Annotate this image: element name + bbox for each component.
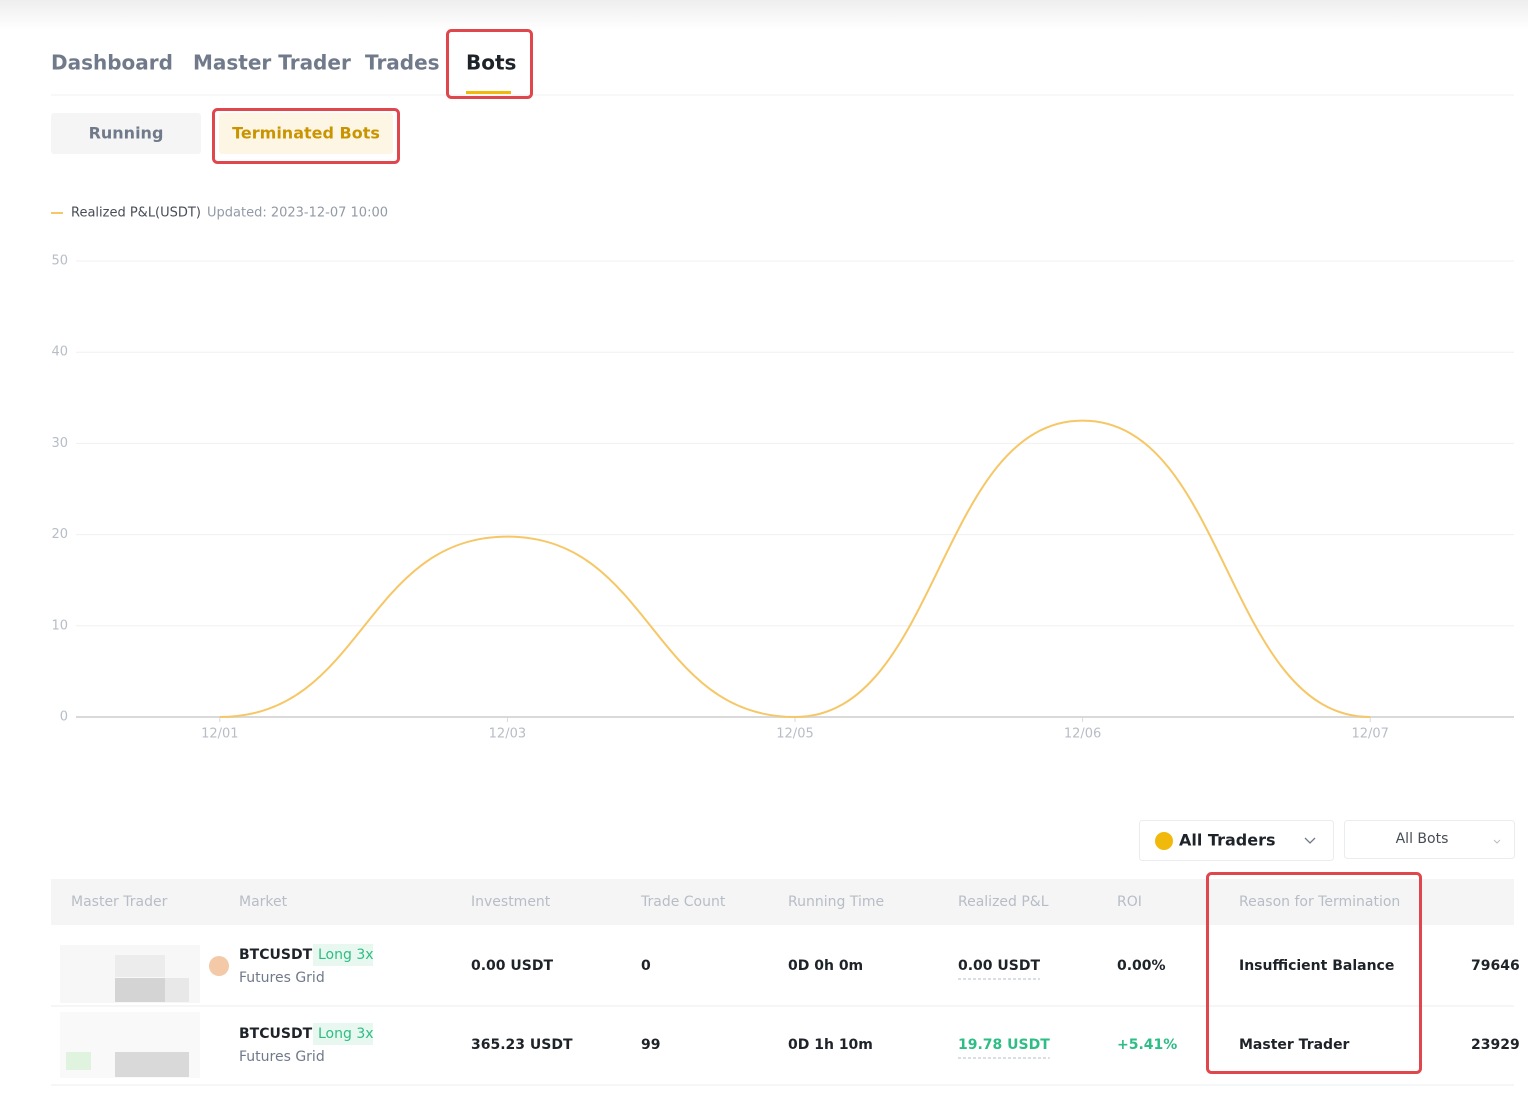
side: Long 3x	[318, 947, 374, 963]
cell: 0.00 USDT	[958, 958, 1040, 974]
subtab-bg	[51, 113, 201, 154]
top-shade	[0, 0, 1528, 30]
filter[interactable]: All Traders	[1179, 831, 1275, 850]
side: Long 3x	[318, 1026, 374, 1042]
column-header: ROI	[1117, 894, 1142, 910]
cell: 0D 0h 0m	[788, 958, 863, 974]
x-tick-label: 12/06	[1064, 727, 1101, 742]
chevron	[1493, 839, 1501, 844]
x-tick-label: 12/07	[1351, 727, 1388, 742]
column-header: Master Trader	[71, 894, 168, 910]
y-tick-label: 30	[51, 436, 68, 451]
highlight-box	[212, 108, 400, 164]
column-header: Running Time	[788, 894, 884, 910]
chevron	[1304, 837, 1316, 844]
cell: 99	[641, 1037, 660, 1053]
y-tick-label: 0	[60, 710, 68, 725]
tab-underline	[466, 91, 511, 94]
line	[219, 419, 1371, 719]
column-header: Investment	[471, 894, 551, 910]
legend-label: Realized P&L(USDT)	[71, 206, 201, 221]
y-tick-label: 10	[51, 618, 68, 633]
symbol: BTCUSDT	[239, 1026, 313, 1042]
cell: 0D 1h 10m	[788, 1037, 873, 1053]
filter-box[interactable]	[1344, 820, 1515, 859]
column-header: Trade Count	[640, 894, 726, 910]
highlight-box	[1206, 872, 1422, 1074]
symbol: BTCUSDT	[239, 947, 313, 963]
trader-icon	[1155, 832, 1173, 850]
cell: 0.00%	[1117, 958, 1166, 974]
cell: 0.00 USDT	[471, 958, 553, 974]
x-tick-label: 12/01	[201, 727, 238, 742]
updated-label: Updated: 2023-12-07 10:00	[207, 206, 388, 221]
cell: Master Trader	[1239, 1037, 1350, 1053]
y-tick-label: 40	[51, 345, 68, 360]
bot-type: Futures Grid	[239, 970, 325, 986]
tab[interactable]: Dashboard	[51, 51, 173, 75]
y-tick-label: 20	[51, 527, 68, 542]
column-header: Market	[239, 894, 288, 910]
x-tick-label: 12/03	[489, 727, 526, 742]
tab[interactable]: Trades	[365, 51, 440, 75]
y-tick-label: 50	[51, 254, 68, 269]
filter-box[interactable]	[1139, 820, 1334, 861]
table-header-bg	[51, 879, 1514, 925]
subtab-bg-active	[219, 113, 393, 154]
blurred-avatar	[60, 945, 200, 1078]
bot-type: Futures Grid	[239, 1049, 325, 1065]
cell: 0	[641, 958, 651, 974]
cell: 19.78 USDT	[958, 1037, 1050, 1053]
bot-icon	[209, 956, 229, 976]
cell: 365.23 USDT	[471, 1037, 573, 1053]
cell: 23929	[1471, 1037, 1520, 1053]
filter[interactable]: All Bots	[1396, 831, 1449, 847]
x-tick-label: 12/05	[776, 727, 813, 742]
cell: Insufficient Balance	[1239, 958, 1394, 974]
subtab[interactable]: Running	[89, 124, 164, 143]
tab[interactable]: Master Trader	[193, 51, 351, 75]
subtab[interactable]: Terminated Bots	[232, 124, 380, 143]
column-header: Reason for Termination	[1239, 894, 1400, 910]
highlight-box	[446, 29, 533, 99]
side-badge	[313, 944, 373, 966]
column-header: Realized P&L	[958, 894, 1049, 910]
cell: 79646	[1471, 958, 1520, 974]
side-badge	[313, 1023, 373, 1045]
tab[interactable]: Bots	[466, 51, 516, 75]
cell: +5.41%	[1117, 1037, 1177, 1053]
